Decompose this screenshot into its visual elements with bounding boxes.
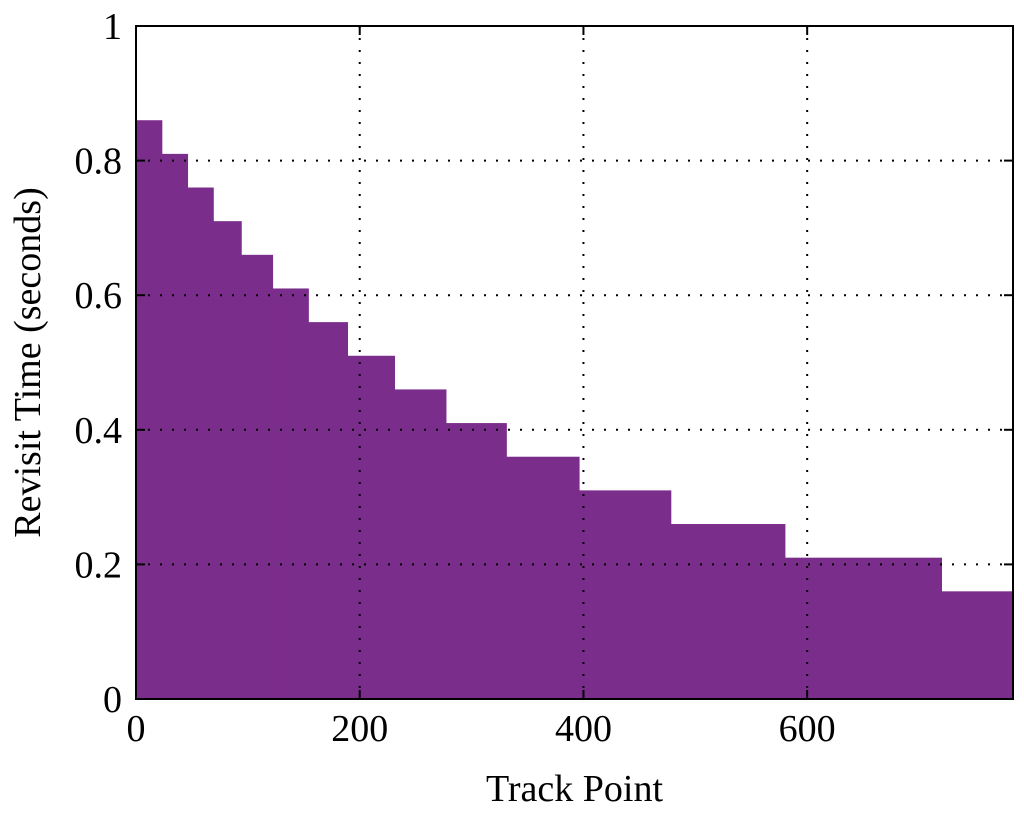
y-axis-label: Revisit Time (seconds) <box>7 187 49 537</box>
x-axis-label: Track Point <box>486 768 663 810</box>
step-bar-10 <box>445 423 507 699</box>
step-bar-13 <box>670 524 786 699</box>
step-bar-1 <box>136 120 163 700</box>
step-bar-11 <box>506 456 580 699</box>
y-tick-label-1: 0.2 <box>75 544 123 586</box>
x-tick-label-2: 400 <box>555 708 612 750</box>
step-bar-14 <box>784 557 943 699</box>
x-tick-label-0: 0 <box>127 708 146 750</box>
step-bar-6 <box>272 288 309 699</box>
y-tick-label-3: 0.6 <box>75 275 123 317</box>
plot-frame <box>135 25 1014 700</box>
step-bar-2 <box>161 153 189 699</box>
grid-lines <box>136 26 1013 699</box>
step-bar-3 <box>187 187 214 699</box>
plot-fill-area <box>136 120 1014 700</box>
axis-ticks: 0 200 400 600 0 0.2 0.4 0.6 0.8 1 <box>75 6 1013 750</box>
y-tick-label-5: 1 <box>103 6 122 48</box>
step-bar-9 <box>394 389 447 699</box>
y-tick-label-0: 0 <box>103 679 122 721</box>
step-bar-4 <box>213 221 242 700</box>
step-bar-8 <box>347 355 396 699</box>
y-tick-label-4: 0.8 <box>75 141 123 183</box>
x-tick-label-1: 200 <box>331 708 388 750</box>
x-tick-label-3: 600 <box>779 708 836 750</box>
step-bar-5 <box>241 254 274 699</box>
step-bar-12 <box>578 490 672 699</box>
step-bar-7 <box>308 322 349 699</box>
step-bar-15 <box>941 591 1014 699</box>
y-tick-label-2: 0.4 <box>75 410 123 452</box>
